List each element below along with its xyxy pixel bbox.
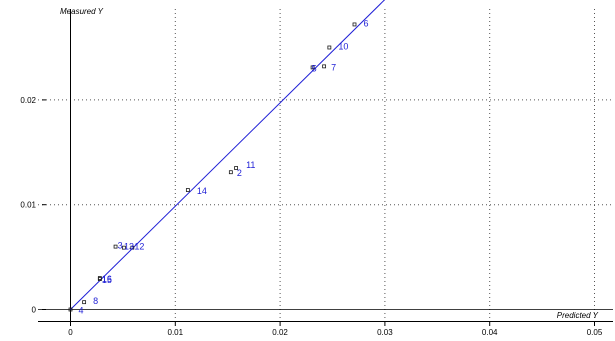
grid [38, 9, 613, 321]
point-label: 12 [134, 242, 144, 252]
point-label: 5 [312, 63, 317, 73]
point-label: 15 [102, 275, 112, 285]
x-tick-label: 0.01 [168, 328, 184, 337]
x-tick-label: 0 [68, 328, 73, 337]
data-point [97, 277, 102, 282]
y-axis-title: Measured Y [60, 7, 104, 16]
data-points: 19610751121412133161584 [68, 18, 369, 316]
data-point [327, 45, 332, 50]
data-point [113, 244, 118, 249]
data-point [322, 64, 327, 69]
axes [38, 9, 613, 322]
point-label: 16 [102, 274, 112, 284]
point-label: 7 [331, 62, 336, 72]
data-point [122, 245, 126, 250]
data-point [310, 65, 315, 70]
x-tick-label: 0.02 [272, 328, 288, 337]
data-point [185, 188, 190, 192]
data-point [228, 170, 233, 175]
x-tick-label: 0.05 [587, 328, 603, 337]
point-label: 10 [338, 42, 348, 52]
x-axis-title: Predicted Y [557, 311, 599, 320]
ticks: 00.010.020.030.040.0500.010.020.030.040.… [20, 0, 602, 337]
x-tick-label: 0.04 [482, 328, 498, 337]
point-label: 8 [93, 296, 98, 306]
point-label: 3 [118, 241, 123, 251]
point-label: 2 [237, 168, 242, 178]
y-tick-label: 0.01 [20, 201, 36, 210]
point-label: 13 [124, 242, 134, 252]
point-label: 14 [197, 186, 207, 196]
data-point [352, 22, 357, 27]
point-label: 4 [79, 306, 84, 316]
point-label: 6 [364, 18, 369, 28]
y-tick-label: 0 [32, 306, 37, 315]
data-point [82, 300, 87, 305]
y-tick-label: 0.02 [20, 96, 36, 105]
point-label: 11 [246, 160, 255, 170]
data-point [130, 245, 135, 250]
x-tick-label: 0.03 [377, 328, 393, 337]
data-point [234, 166, 238, 170]
data-point [68, 307, 73, 312]
fit-line [70, 0, 386, 310]
